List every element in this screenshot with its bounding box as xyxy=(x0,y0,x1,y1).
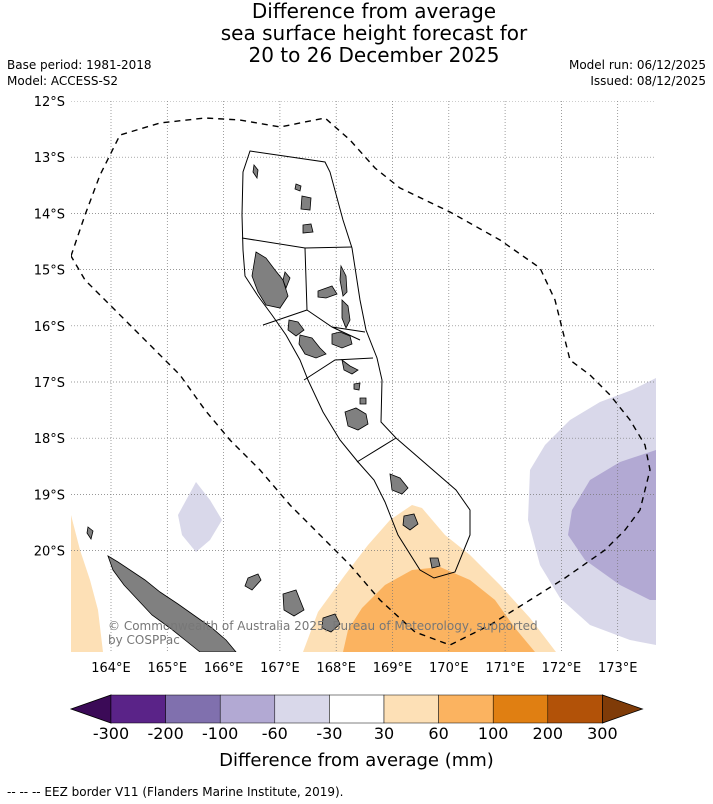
lon-tick-label: 171°E xyxy=(485,661,525,676)
colorbar-segment xyxy=(438,694,494,724)
province-boundaries xyxy=(241,150,471,579)
colorbar-segment xyxy=(547,694,603,724)
colorbar-tick-label: -300 xyxy=(92,724,130,743)
land-island xyxy=(282,589,305,617)
colorbar-segment xyxy=(383,694,439,724)
land-island xyxy=(244,573,262,591)
colorbar-segment xyxy=(219,694,276,724)
colorbar-tick-label: 60 xyxy=(428,724,449,743)
lat-tick-label: 14°S xyxy=(34,207,65,222)
anomaly-positive-medium xyxy=(343,567,535,652)
colorbar-tick-label: -30 xyxy=(316,724,343,743)
land-island xyxy=(300,195,312,211)
land-island xyxy=(353,382,361,391)
land-island xyxy=(302,223,314,234)
lat-tick-label: 13°S xyxy=(34,151,65,166)
issued-date: Issued: 08/12/2025 xyxy=(590,74,706,88)
colorbar-segment xyxy=(274,694,330,724)
lat-tick-label: 16°S xyxy=(34,320,65,335)
land-island xyxy=(251,251,289,309)
land-island xyxy=(331,331,353,349)
colorbar-segment xyxy=(492,694,549,724)
model-run: Model run: 06/12/2025 xyxy=(568,58,706,72)
map-title: Difference from average sea surface heig… xyxy=(0,0,713,66)
map-area: © Commonwealth of Australia 2025, Bureau… xyxy=(71,101,656,652)
eez-border xyxy=(71,117,651,646)
land-island xyxy=(341,359,359,375)
land-island xyxy=(252,164,259,180)
lat-tick-label: 18°S xyxy=(34,432,65,447)
lon-tick-label: 172°E xyxy=(542,661,582,676)
copyright-line-2: by COSPPac xyxy=(108,633,180,647)
lon-tick-label: 168°E xyxy=(316,661,356,676)
colorbar xyxy=(69,694,644,724)
meta-left: Base period: 1981-2018 Model: ACCESS-S2 xyxy=(7,57,152,89)
title-line-3: 20 to 26 December 2025 xyxy=(248,43,500,67)
land-island xyxy=(287,319,305,337)
colorbar-segment xyxy=(165,694,221,724)
lat-tick-label: 20°S xyxy=(34,545,65,560)
colorbar-tick-label: -60 xyxy=(261,724,288,743)
colorbar-tick-label: 300 xyxy=(587,724,618,743)
lat-tick-label: 15°S xyxy=(34,264,65,279)
colorbar-tick-label: 200 xyxy=(532,724,564,743)
lon-tick-label: 166°E xyxy=(204,661,244,676)
colorbar-segment xyxy=(110,694,166,724)
land-island xyxy=(344,407,369,431)
lon-tick-label: 164°E xyxy=(91,661,131,676)
anomaly-negative-light-west xyxy=(178,482,222,552)
colorbar-extend-high xyxy=(602,694,644,724)
land-island xyxy=(294,183,302,192)
longitude-labels: 164°E 165°E 166°E 167°E 168°E 169°E 170°E 171°E… xyxy=(91,661,637,676)
land-island xyxy=(359,397,367,405)
lon-tick-label: 170°E xyxy=(429,661,469,676)
land-island xyxy=(86,526,94,540)
lon-tick-label: 167°E xyxy=(260,661,300,676)
title-line-1: Difference from average xyxy=(251,0,497,23)
anomaly-positive-light-west xyxy=(71,515,103,652)
lat-tick-label: 17°S xyxy=(34,376,65,391)
land-island xyxy=(429,557,441,569)
title-line-2: sea surface height forecast for xyxy=(220,21,528,45)
anomaly-negative-medium xyxy=(568,450,656,600)
colorbar-tick-label: 100 xyxy=(477,724,509,743)
lon-tick-label: 165°E xyxy=(148,661,188,676)
base-period: Base period: 1981-2018 xyxy=(7,58,152,72)
land-island xyxy=(282,271,291,290)
lon-tick-label: 169°E xyxy=(373,661,413,676)
lat-tick-label: 19°S xyxy=(34,488,65,503)
lon-tick-label: 173°E xyxy=(598,661,638,676)
latitude-labels: 12°S 13°S 14°S 15°S 16°S 17°S 18°S 19°S 20°S xyxy=(34,95,65,560)
meta-right: Model run: 06/12/2025 Issued: 08/12/2025 xyxy=(569,57,706,89)
colorbar-tick-label: -100 xyxy=(202,724,239,743)
colorbar-tick-label: -200 xyxy=(147,724,184,743)
copyright-line-1: © Commonwealth of Australia 2025, Bureau… xyxy=(108,619,538,633)
land-island xyxy=(317,285,338,299)
land-island xyxy=(339,264,348,297)
colorbar-segment xyxy=(329,694,385,724)
lat-tick-label: 12°S xyxy=(34,95,65,110)
colorbar-title: Difference from average (mm) xyxy=(219,750,494,771)
colorbar-tick-label: 30 xyxy=(373,724,395,743)
land-island xyxy=(402,513,419,531)
vanuatu-islands xyxy=(251,164,441,569)
colorbar-extend-low xyxy=(69,694,112,724)
province-boundaries xyxy=(241,237,397,463)
land-island xyxy=(389,473,409,495)
eez-legend-note: -- -- -- EEZ border V11 (Flanders Marine… xyxy=(7,785,344,799)
land-island xyxy=(341,299,351,329)
land-island xyxy=(321,613,341,633)
land-island xyxy=(298,334,327,359)
land-new-caledonia xyxy=(107,555,237,652)
model-name: Model: ACCESS-S2 xyxy=(7,74,119,88)
